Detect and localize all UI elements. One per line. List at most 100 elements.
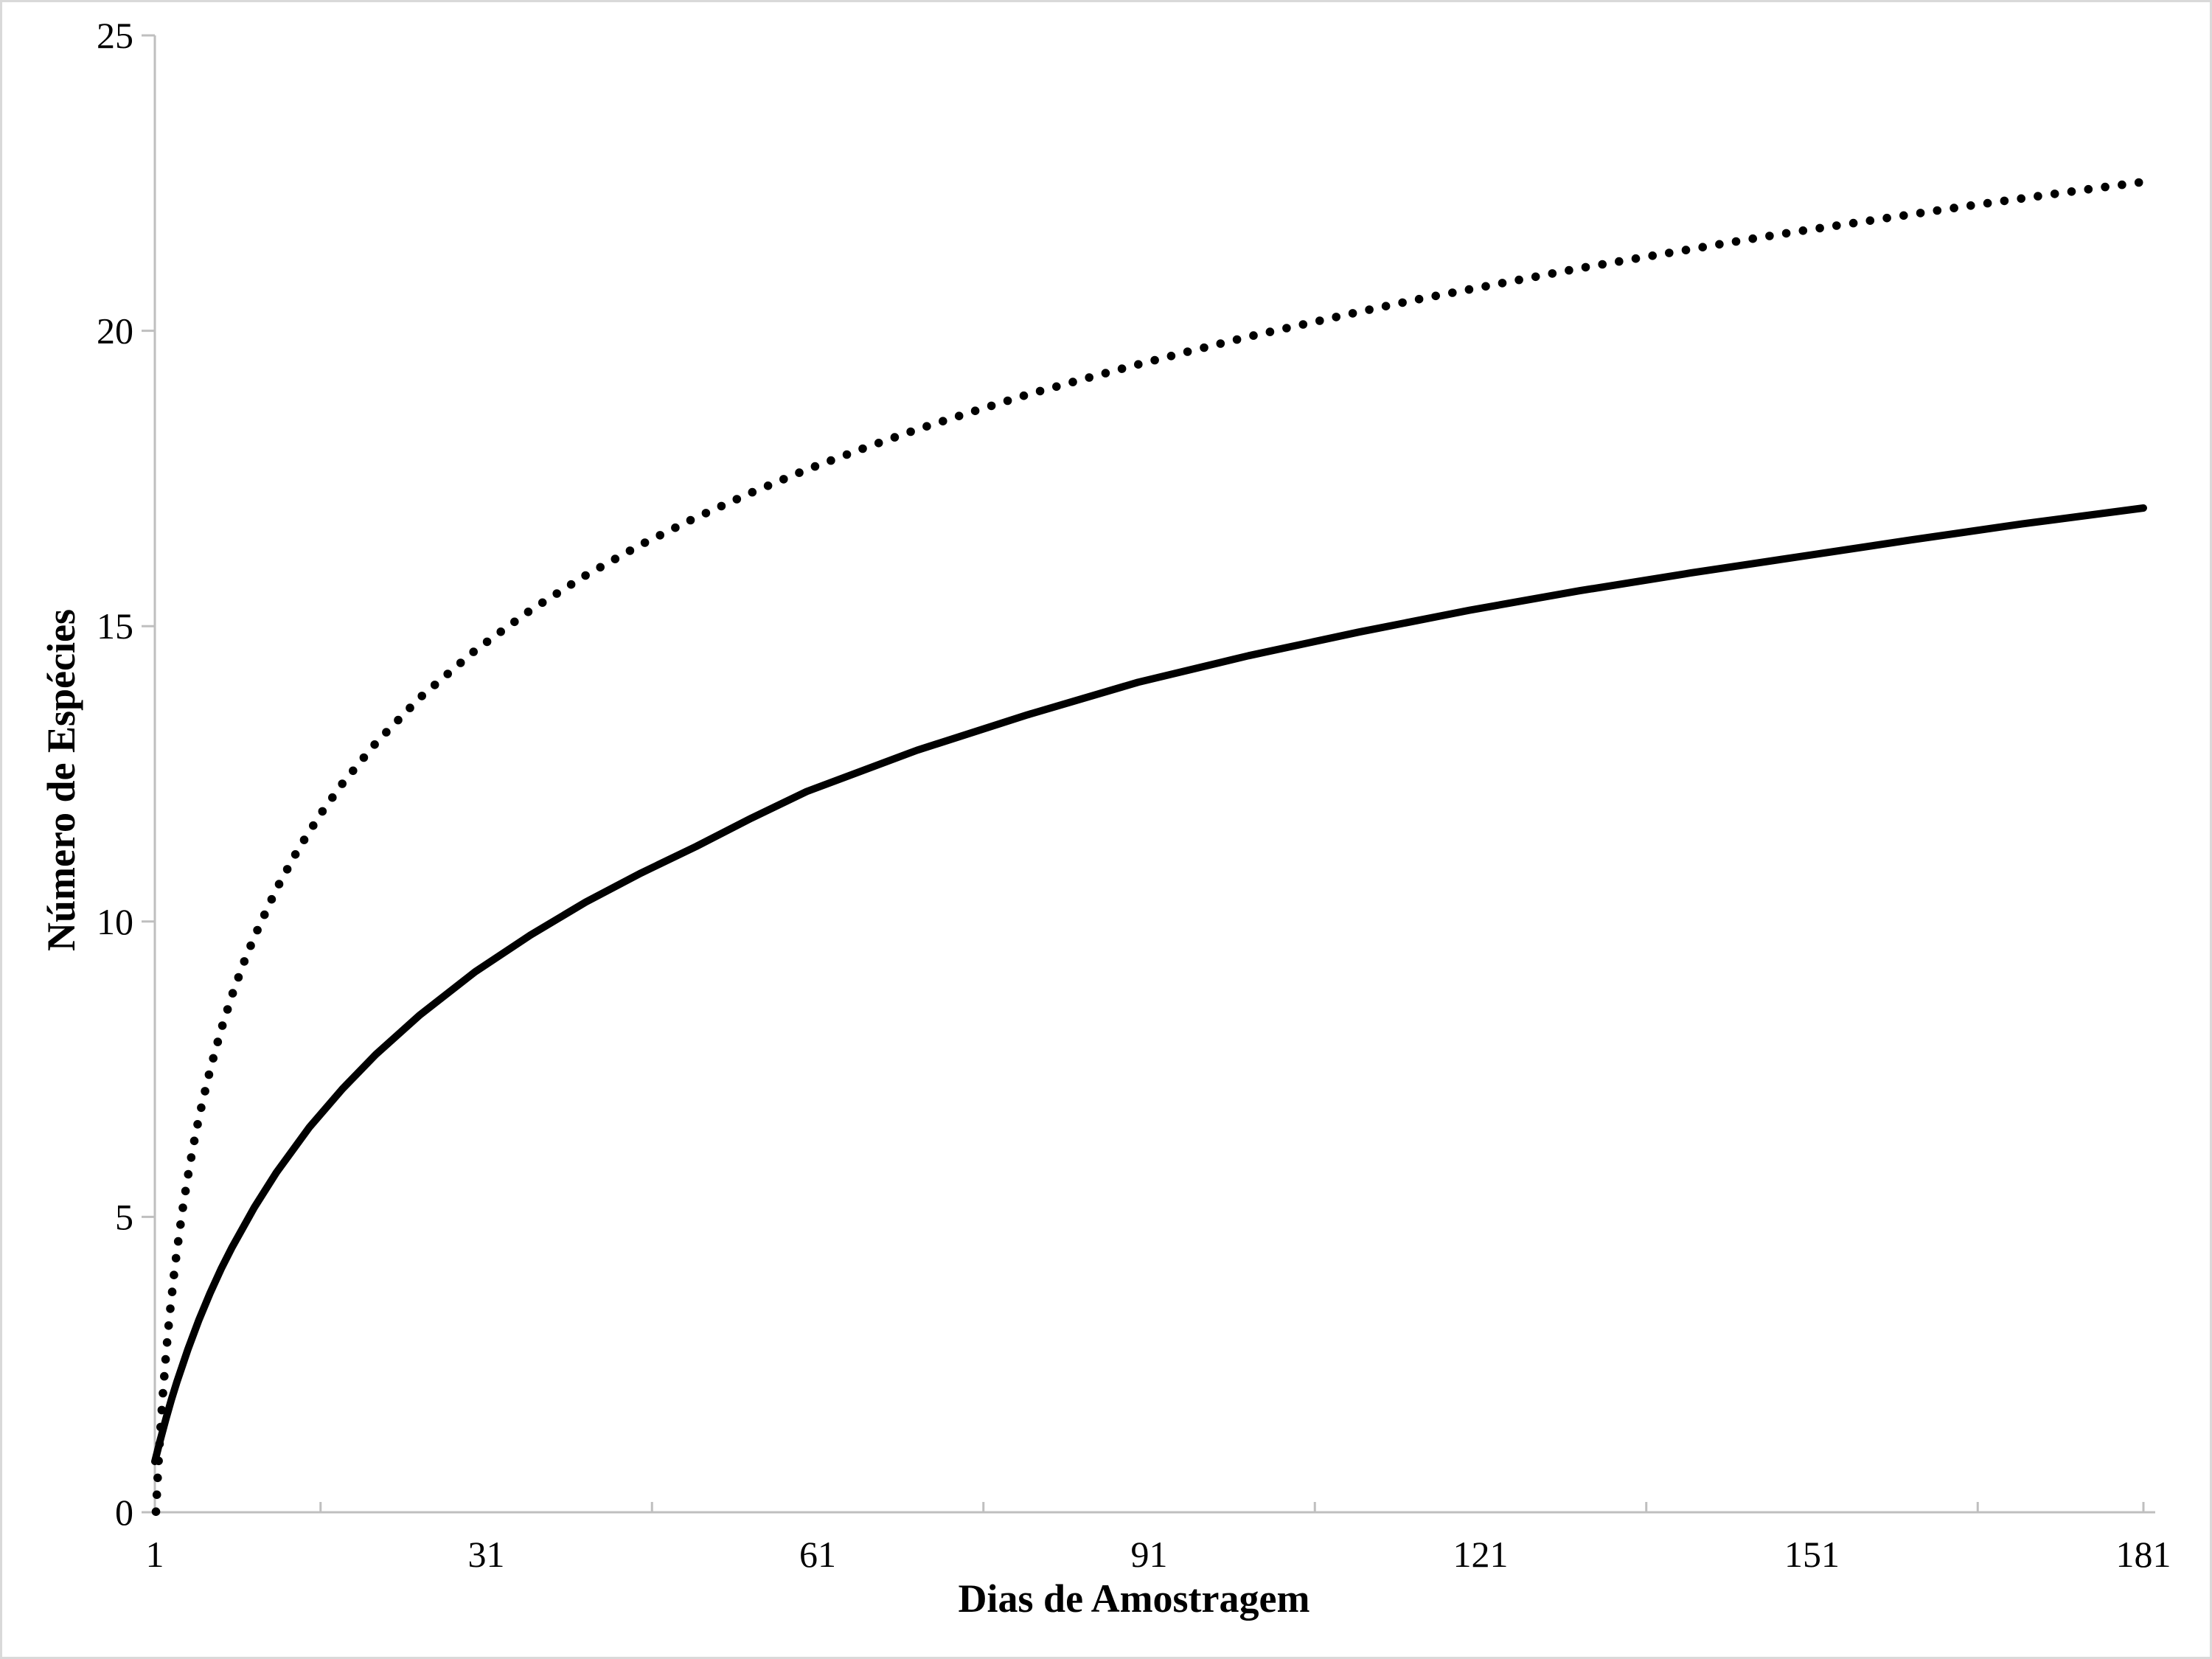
dot-marker [2101,182,2110,192]
dot-marker [1381,302,1391,311]
dot-marker [1731,237,1741,246]
dot-marker [717,501,726,511]
dot-marker [1715,240,1724,249]
dot-marker [209,1054,218,1063]
dot-marker [810,462,820,471]
dot-marker [260,910,269,919]
dot-marker [1832,221,1841,230]
x-tick-label: 121 [1453,1534,1509,1575]
upper-dotted-curve [151,178,2143,1516]
x-tick-label: 181 [2116,1534,2171,1575]
dot-marker [153,1473,162,1483]
dot-marker [430,681,439,689]
dot-marker [987,401,996,411]
dot-marker [2118,180,2126,189]
dot-marker [1698,243,1707,252]
dot-marker [1431,291,1440,301]
dot-marker [161,1354,170,1364]
dot-marker [482,637,492,647]
dot-marker [1298,320,1308,329]
dot-marker [827,456,835,465]
dot-marker [184,1169,193,1179]
y-tick-label: 0 [115,1492,133,1533]
dot-marker [370,740,379,749]
dot-marker [218,1021,227,1030]
dot-marker [299,835,309,844]
dot-marker [625,546,635,555]
y-axis-title: Número de Espécies [39,609,83,951]
dot-marker [197,1103,206,1113]
dot-marker [1531,272,1540,282]
dot-marker [1200,343,1208,352]
x-tick-label: 91 [1131,1534,1168,1575]
y-tick-label: 5 [115,1196,133,1237]
dot-marker [406,703,414,712]
dot-marker [1464,285,1474,294]
dot-marker [1003,396,1012,406]
dot-marker [939,417,947,425]
dot-marker [1414,294,1424,304]
dot-marker [779,475,788,484]
lower-solid-curve [151,504,2147,1466]
y-tick-label: 20 [97,310,133,352]
dot-marker [181,1186,190,1196]
dot-marker [1332,313,1340,321]
dot-marker [1933,206,1942,215]
dot-marker [1365,305,1374,314]
dot-marker [152,1490,161,1499]
dot-marker [2067,187,2076,196]
dot-marker [566,580,576,589]
dot-marker [328,793,337,802]
dot-marker [164,1321,173,1330]
dot-marker [1765,232,1774,240]
dot-marker [524,608,533,616]
dot-marker [1631,254,1641,263]
dot-marker [204,1070,214,1079]
dot-marker [274,880,284,888]
dot-marker [1498,279,1507,288]
dot-marker [349,766,358,776]
dot-marker [151,1507,161,1516]
dot-marker [1101,369,1110,378]
dot-marker [469,647,478,656]
dot-marker [2134,178,2143,187]
dot-marker [1398,298,1407,307]
dot-marker [2084,184,2093,194]
dot-marker [359,753,369,762]
dot-marker [1548,269,1557,278]
x-tick-label: 61 [799,1534,836,1575]
dot-marker [443,669,452,678]
dot-marker [234,973,243,982]
dot-marker [701,509,711,518]
dot-marker [1581,262,1590,272]
dot-marker [157,1405,167,1415]
dot-marker [2050,189,2059,198]
x-tick-label: 1 [146,1534,164,1575]
dot-marker [213,1037,223,1046]
dot-marker [748,487,757,497]
dot-marker [1882,213,1891,223]
dot-marker [1232,335,1242,344]
dot-marker [187,1153,196,1162]
dot-marker [338,779,347,788]
dot-marker [1815,223,1824,233]
dot-marker [178,1203,187,1212]
dot-marker [2017,194,2025,204]
dot-marker [1983,198,1992,208]
dot-marker [842,450,852,459]
dot-marker [223,1005,232,1014]
dot-marker [193,1120,202,1129]
dot-marker [253,925,262,935]
dot-marker [1665,248,1674,257]
dot-marker [640,538,650,547]
dot-marker [1249,331,1258,340]
dot-marker [1035,386,1045,396]
dot-marker [1134,360,1143,369]
dot-marker [1166,352,1176,361]
dot-marker [1598,260,1607,269]
dot-marker [2034,192,2042,201]
dot-marker [167,1287,177,1296]
dot-marker [1117,364,1127,373]
y-tick-label: 10 [97,901,133,942]
